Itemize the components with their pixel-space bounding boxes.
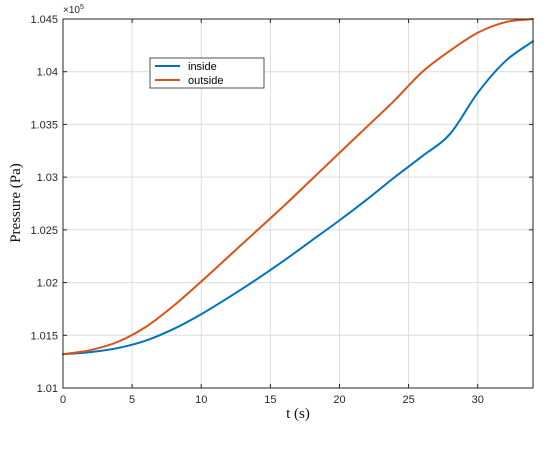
- y-tick-label: 1.045: [30, 14, 58, 26]
- legend-label-inside: inside: [188, 61, 217, 73]
- y-tick-label: 1.04: [37, 67, 58, 79]
- legend: inside outside: [149, 57, 265, 89]
- x-tick-label: 20: [333, 394, 345, 406]
- x-tick-label: 30: [472, 394, 484, 406]
- x-tick-label: 5: [129, 394, 135, 406]
- y-exponent-label: ×105: [63, 4, 84, 16]
- plot-area: [63, 19, 533, 388]
- series-layer: [62, 18, 534, 356]
- legend-label-outside: outside: [188, 75, 223, 87]
- series-line-outside: [62, 18, 534, 356]
- x-tick-label: 0: [60, 394, 66, 406]
- y-tick-label: 1.035: [30, 119, 58, 131]
- tick-layer: 0 5 10 15 20 25 30 1.01 1.015 1.02 1.025 1.03 1.035 1…: [30, 14, 533, 406]
- series-line-inside: [62, 40, 534, 356]
- y-tick-label: 1.03: [37, 172, 58, 184]
- y-tick-label: 1.025: [30, 225, 58, 237]
- x-tick-label: 15: [264, 394, 276, 406]
- y-tick-label: 1.01: [37, 383, 58, 395]
- x-tick-label: 10: [195, 394, 207, 406]
- plot-frame: [62, 18, 534, 389]
- y-tick-label: 1.015: [30, 330, 58, 342]
- x-axis-title: t (s): [286, 406, 310, 422]
- legend-box: [149, 57, 265, 89]
- x-tick-label: 25: [402, 394, 414, 406]
- y-tick-label: 1.02: [37, 278, 58, 290]
- y-axis-title: Pressure (Pa): [8, 163, 24, 243]
